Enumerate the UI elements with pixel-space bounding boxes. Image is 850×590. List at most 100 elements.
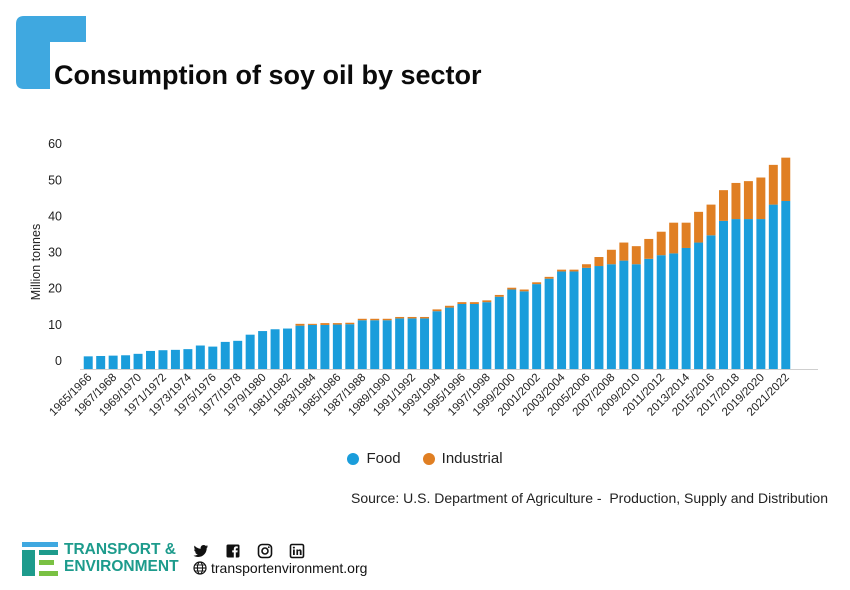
brand-corner-mark [16, 16, 86, 89]
bar-food: 1991/1992 Food: 14 [407, 318, 417, 369]
bar-food: 1969/1970 Food: 4.2 [133, 353, 143, 369]
bar-food: 1975/1976 Food: 6.2 [208, 346, 218, 369]
bar-industrial: 1998/1999 Industrial: 0.5 [494, 294, 504, 297]
bar-food: 1982/1983 Food: 12 [295, 325, 305, 369]
bar-food: 1990/1991 Food: 14 [395, 318, 405, 369]
y-tick-label: 40 [48, 209, 62, 223]
facebook-icon[interactable] [225, 543, 241, 559]
bar-industrial: 1986/1987 Industrial: 0.4 [345, 322, 355, 325]
bar-food: 2005/2006 Food: 28 [581, 267, 591, 369]
twitter-icon[interactable] [193, 543, 209, 559]
bar-industrial: 1985/1986 Industrial: 0.4 [332, 323, 342, 325]
bar-food: 1999/2000 Food: 22 [507, 289, 517, 369]
bar-industrial: 2005/2006 Industrial: 1 [581, 264, 591, 268]
bar-food: 1983/1984 Food: 12.2 [307, 324, 317, 369]
bar-industrial: 1994/1995 Industrial: 0.5 [444, 305, 454, 308]
website-label: transportenvironment.org [211, 560, 368, 576]
bar-industrial: 2004/2005 Industrial: 0.5 [569, 269, 579, 272]
bar-food: 2008/2009 Food: 30 [619, 260, 629, 369]
bar-industrial: 1993/1994 Industrial: 0.5 [432, 309, 442, 312]
bar-industrial: 2019/2020 Industrial: 11.5 [756, 177, 766, 220]
bar-food: 2003/2004 Food: 27 [557, 271, 567, 369]
bar-industrial: 2003/2004 Industrial: 0.5 [557, 269, 567, 272]
legend-label-food: Food [366, 450, 401, 467]
bar-food: 2012/2013 Food: 32 [669, 253, 679, 369]
bar-food: 1970/1971 Food: 5 [146, 350, 155, 369]
bar-food: 1968/1969 Food: 3.8 [121, 355, 131, 369]
bar-food: 2011/2012 Food: 31.5 [656, 255, 666, 369]
bar-industrial: 2020/2021 Industrial: 11 [768, 164, 778, 205]
bar-food: 2004/2005 Food: 27 [569, 271, 579, 369]
bar-food: 2002/2003 Food: 25 [544, 278, 554, 369]
org-name-line1: TRANSPORT & [64, 541, 176, 558]
legend-item-food: Food [347, 450, 401, 467]
bar-food: 1971/1972 Food: 5.2 [158, 350, 168, 369]
bar-industrial: 1995/1996 Industrial: 0.5 [457, 302, 467, 304]
y-tick-label: 10 [48, 318, 62, 332]
bar-industrial: 2014/2015 Industrial: 8.5 [694, 211, 704, 243]
bar-industrial: 2012/2013 Industrial: 8.5 [669, 222, 679, 254]
bar-industrial: 1987/1988 Industrial: 0.4 [357, 318, 367, 321]
food-legend-marker [347, 452, 360, 465]
bar-food: 1967/1968 Food: 3.7 [108, 355, 118, 369]
bar-food: 1980/1981 Food: 11 [270, 329, 280, 369]
bar-food: 1996/1997 Food: 18 [469, 303, 479, 369]
bar-industrial: 2007/2008 Industrial: 4 [606, 249, 616, 265]
social-links [193, 543, 305, 559]
bar-food: 1966/1967 Food: 3.6 [96, 355, 106, 369]
bar-food: 2016/2017 Food: 41 [719, 220, 728, 369]
bar-industrial: 1997/1998 Industrial: 0.5 [482, 300, 492, 303]
legend-label-industrial: Industrial [441, 450, 503, 467]
source-note: Source: U.S. Department of Agriculture -… [350, 490, 828, 506]
bar-industrial: 2016/2017 Industrial: 8.5 [719, 190, 728, 221]
bar-food: 1974/1975 Food: 6.5 [195, 345, 205, 369]
linkedin-icon[interactable] [289, 543, 305, 559]
bar-food: 1986/1987 Food: 12.4 [345, 324, 355, 369]
y-tick-label: 50 [48, 173, 62, 187]
bar-food: 1997/1998 Food: 18.5 [482, 302, 492, 369]
bar-industrial: 2010/2011 Industrial: 5.5 [644, 238, 654, 259]
bar-industrial: 2002/2003 Industrial: 0.5 [544, 276, 554, 279]
bar-food: 2017/2018 Food: 41.5 [731, 219, 741, 369]
y-axis-title: Million tonnes [29, 224, 43, 300]
bar-food: 1998/1999 Food: 20 [494, 296, 504, 369]
bar-industrial: 1989/1990 Industrial: 0.4 [382, 318, 392, 321]
bar-food: 1985/1986 Food: 12.3 [332, 324, 342, 369]
y-tick-label: 60 [48, 137, 62, 151]
bar-food: 1973/1974 Food: 5.5 [183, 349, 193, 369]
website-link[interactable]: transportenvironment.org [193, 560, 367, 576]
bar-food: 1978/1979 Food: 9.5 [245, 334, 255, 369]
bar-industrial: 2017/2018 Industrial: 10 [731, 182, 741, 220]
bar-food: 2000/2001 Food: 21.5 [519, 291, 529, 369]
bar-industrial: 2013/2014 Industrial: 7 [681, 222, 691, 248]
bar-food: 1994/1995 Food: 17 [444, 307, 454, 369]
bar-food: 1979/1980 Food: 10.5 [258, 331, 268, 369]
globe-icon [193, 561, 207, 575]
bar-industrial: 2011/2012 Industrial: 6.5 [656, 231, 666, 256]
bar-industrial: 1988/1989 Industrial: 0.4 [370, 318, 380, 321]
bar-food: 2010/2011 Food: 30.5 [644, 258, 654, 369]
bar-food: 1984/1985 Food: 12.2 [320, 324, 330, 369]
instagram-icon[interactable] [257, 543, 273, 559]
bar-industrial: 2008/2009 Industrial: 5 [619, 242, 629, 261]
bar-food: 1981/1982 Food: 11.2 [283, 328, 293, 369]
bar-industrial: 2018/2019 Industrial: 10.5 [743, 181, 753, 220]
bar-industrial: 1990/1991 Industrial: 0.4 [395, 316, 405, 319]
bar-food: 2019/2020 Food: 41.5 [756, 219, 766, 369]
bar-food: 1988/1989 Food: 13.5 [370, 320, 380, 369]
page-title: Consumption of soy oil by sector [54, 60, 482, 90]
legend-item-industrial: Industrial [422, 450, 503, 467]
bar-industrial: 2006/2007 Industrial: 2.5 [594, 257, 604, 267]
chart-legend: Food Industrial [0, 450, 850, 467]
footer: TRANSPORT & ENVIRONMENT t [22, 540, 402, 580]
bar-industrial: 1991/1992 Industrial: 0.4 [407, 316, 417, 319]
bar-industrial: 2009/2010 Industrial: 5 [631, 246, 641, 265]
bar-food: 2009/2010 Food: 29 [631, 264, 641, 369]
bar-food: 1995/1996 Food: 18 [457, 303, 467, 369]
bar-food: 2014/2015 Food: 35 [694, 242, 704, 369]
bar-industrial: 2021/2022 Industrial: 12 [781, 157, 791, 201]
bar-industrial: 2001/2002 Industrial: 0.5 [532, 282, 542, 285]
bar-food: 2007/2008 Food: 29 [606, 264, 616, 369]
bar-food: 2015/2016 Food: 37 [706, 235, 716, 369]
bar-industrial: 2000/2001 Industrial: 0.5 [519, 289, 529, 292]
